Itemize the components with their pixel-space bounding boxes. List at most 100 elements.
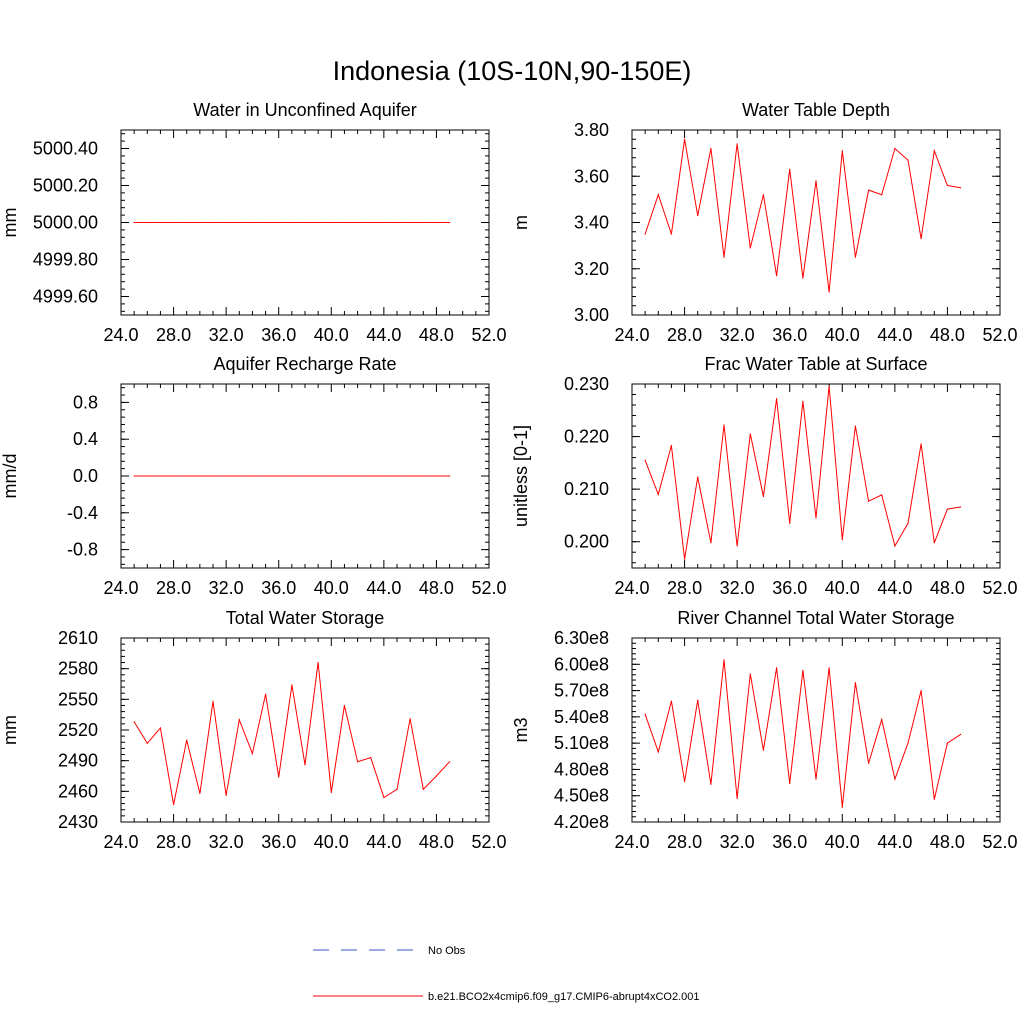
x-tick-label: 40.0 bbox=[825, 578, 860, 598]
y-tick-label: 5.40e8 bbox=[554, 707, 609, 727]
x-tick-label: 48.0 bbox=[419, 325, 454, 345]
data-point bbox=[199, 792, 201, 794]
legend-model-label: b.e21.BCO2x4cmip6.f09_g17.CMIP6-abrupt4x… bbox=[428, 991, 700, 1003]
data-point bbox=[697, 214, 699, 217]
data-point bbox=[383, 475, 385, 477]
data-point bbox=[435, 775, 438, 777]
data-point bbox=[959, 187, 962, 189]
data-point bbox=[644, 713, 646, 715]
data-point bbox=[278, 221, 280, 224]
data-point bbox=[172, 475, 175, 477]
data-point bbox=[186, 475, 188, 477]
data-point bbox=[697, 699, 699, 701]
y-tick-label: 5000.40 bbox=[33, 139, 98, 159]
data-point bbox=[133, 721, 135, 723]
x-tick-label: 52.0 bbox=[471, 832, 506, 852]
x-tick-label: 36.0 bbox=[772, 325, 807, 345]
data-point bbox=[736, 143, 738, 145]
y-tick-label: 0.200 bbox=[564, 532, 609, 552]
data-point bbox=[710, 147, 712, 150]
x-tick-label: 24.0 bbox=[614, 578, 649, 598]
data-point bbox=[802, 400, 804, 402]
data-point bbox=[894, 778, 896, 780]
x-tick-label: 48.0 bbox=[419, 832, 454, 852]
data-point bbox=[212, 475, 214, 477]
chart-panel-1: Water in Unconfined Aquifer mm 24.0 28.0 32.… bbox=[0, 100, 507, 345]
x-tick-label: 36.0 bbox=[772, 578, 807, 598]
data-point bbox=[683, 558, 686, 560]
y-tick-label: 4.20e8 bbox=[554, 812, 609, 832]
data-point bbox=[749, 247, 751, 249]
data-point bbox=[370, 221, 372, 224]
y-tick-label: 0.210 bbox=[564, 479, 609, 499]
data-point bbox=[330, 475, 332, 477]
y-axis-label: m bbox=[511, 215, 531, 230]
y-tick-label: 4999.60 bbox=[33, 287, 98, 307]
data-point bbox=[278, 776, 280, 778]
data-point bbox=[330, 791, 332, 793]
chart-title: Aquifer Recharge Rate bbox=[213, 354, 396, 374]
data-point bbox=[448, 221, 451, 224]
legend: No Obs b.e21.BCO2x4cmip6.f09_g17.CMIP6-a… bbox=[313, 945, 700, 1003]
y-tick-label: 3.60 bbox=[574, 166, 609, 186]
data-point bbox=[683, 138, 686, 140]
data-point bbox=[304, 221, 306, 224]
chart-title: Frac Water Table at Surface bbox=[704, 354, 927, 374]
data-point bbox=[657, 493, 659, 495]
data-point bbox=[762, 495, 765, 498]
x-tick-label: 32.0 bbox=[209, 832, 244, 852]
chart-title: Total Water Storage bbox=[226, 608, 384, 628]
x-tick-label: 24.0 bbox=[103, 325, 138, 345]
data-point bbox=[409, 221, 411, 224]
x-tick-label: 44.0 bbox=[877, 832, 912, 852]
data-point bbox=[133, 475, 135, 477]
x-tick-label: 40.0 bbox=[825, 832, 860, 852]
y-tick-label: 2580 bbox=[58, 659, 98, 679]
y-tick-label: 2550 bbox=[58, 689, 98, 709]
y-axis-label: m3 bbox=[511, 717, 531, 742]
data-point bbox=[330, 221, 332, 224]
legend-obs-label: No Obs bbox=[428, 945, 466, 957]
x-tick-label: 44.0 bbox=[366, 578, 401, 598]
x-tick-label: 32.0 bbox=[209, 578, 244, 598]
y-tick-label: 5.10e8 bbox=[554, 733, 609, 753]
data-point bbox=[186, 739, 188, 741]
data-point bbox=[291, 684, 293, 686]
y-tick-label: 3.80 bbox=[574, 120, 609, 140]
data-point bbox=[396, 475, 398, 477]
x-tick-label: 44.0 bbox=[877, 578, 912, 598]
x-tick-label: 36.0 bbox=[261, 832, 296, 852]
data-point bbox=[723, 256, 725, 258]
data-point bbox=[264, 693, 267, 695]
data-point bbox=[435, 475, 438, 477]
data-point bbox=[867, 762, 870, 764]
data-point bbox=[304, 764, 306, 766]
x-tick-label: 32.0 bbox=[209, 325, 244, 345]
data-point bbox=[710, 542, 712, 544]
x-tick-label: 44.0 bbox=[366, 832, 401, 852]
y-tick-label: 2520 bbox=[58, 720, 98, 740]
data-point bbox=[251, 221, 254, 224]
chart-title: Water in Unconfined Aquifer bbox=[193, 100, 416, 120]
data-point bbox=[264, 221, 267, 224]
data-point bbox=[841, 150, 843, 152]
x-tick-label: 28.0 bbox=[667, 832, 702, 852]
data-point bbox=[146, 742, 148, 744]
data-point bbox=[894, 545, 896, 547]
data-point bbox=[854, 256, 857, 258]
series-line bbox=[644, 659, 961, 808]
chart-title: Water Table Depth bbox=[742, 100, 890, 120]
x-tick-label: 52.0 bbox=[471, 325, 506, 345]
x-tick-label: 48.0 bbox=[930, 578, 965, 598]
data-point bbox=[370, 475, 372, 477]
data-point bbox=[775, 275, 778, 277]
data-point bbox=[749, 673, 751, 675]
data-point bbox=[736, 797, 738, 799]
data-point bbox=[775, 667, 778, 669]
plot-frame bbox=[120, 637, 490, 823]
data-point bbox=[383, 796, 385, 799]
y-tick-label: -0.8 bbox=[67, 540, 98, 560]
data-point bbox=[356, 761, 359, 763]
data-point bbox=[172, 804, 175, 806]
